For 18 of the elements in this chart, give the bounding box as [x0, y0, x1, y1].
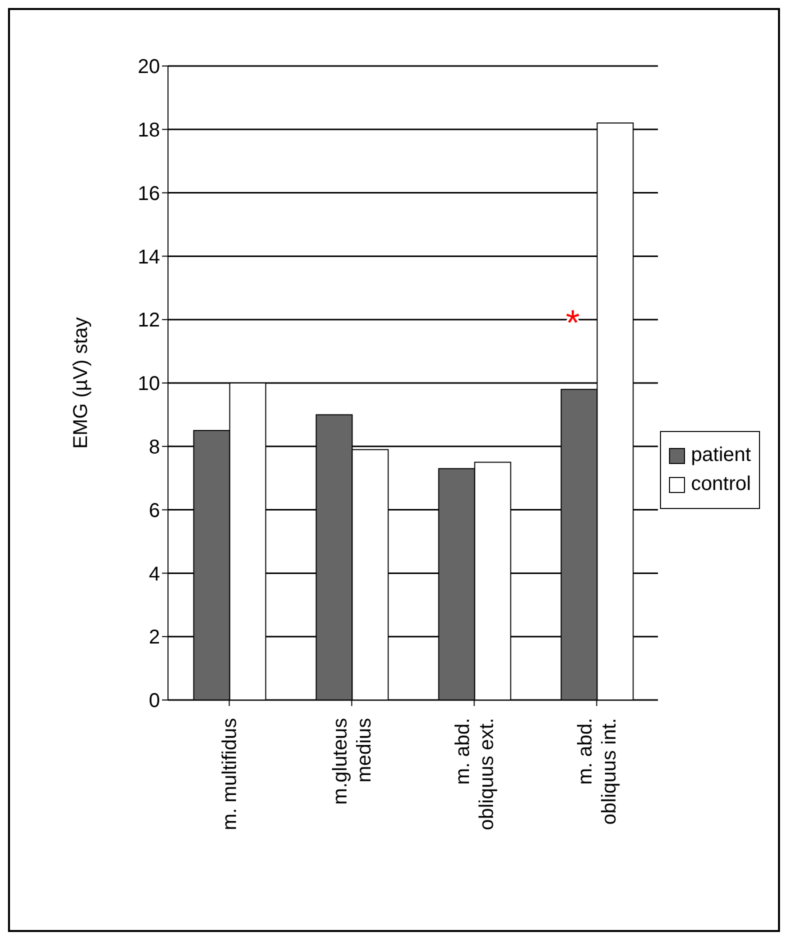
y-tick-label: 14	[138, 246, 160, 268]
x-tick-label: m. abd. obliquus int.	[574, 718, 621, 825]
x-tick-label: m. abd. obliquus ext.	[452, 718, 498, 830]
y-tick-label: 6	[148, 500, 160, 522]
y-tick-label: 2	[148, 626, 160, 649]
y-tick-label: 4	[148, 563, 160, 586]
y-tick-label: 8	[148, 436, 160, 458]
y-tick-label: 18	[138, 120, 160, 142]
x-tick-label: m. multifidus	[219, 718, 242, 830]
legend-label: patient	[690, 444, 751, 467]
y-tick-label: 20	[138, 56, 160, 78]
y-tick-label: 12	[138, 310, 160, 332]
x-tick-label: m.gluteus medius	[330, 718, 376, 805]
y-axis-title: EMG (µV) stay	[70, 317, 92, 449]
y-tick-label: 10	[138, 373, 160, 396]
y-tick-label: 0	[148, 690, 160, 712]
legend-label: control	[690, 473, 751, 496]
y-tick-label: 16	[138, 182, 160, 205]
